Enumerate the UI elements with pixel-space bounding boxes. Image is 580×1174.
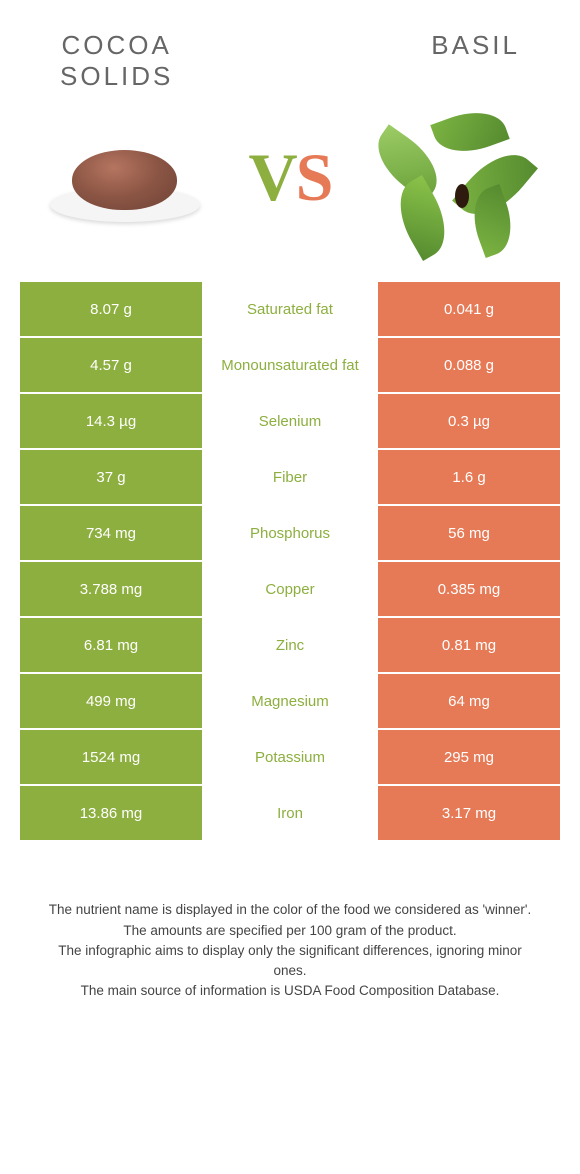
right-value-cell: 1.6 g <box>378 450 560 504</box>
table-row: 499 mgMagnesium64 mg <box>20 674 560 728</box>
nutrient-label-cell: Phosphorus <box>204 506 376 560</box>
left-value-cell: 734 mg <box>20 506 202 560</box>
basil-image <box>370 112 540 242</box>
right-value-cell: 0.81 mg <box>378 618 560 672</box>
footnote-line: The infographic aims to display only the… <box>40 941 540 982</box>
table-row: 4.57 gMonounsaturated fat0.088 g <box>20 338 560 392</box>
table-row: 14.3 µgSelenium0.3 µg <box>20 394 560 448</box>
nutrient-label-cell: Magnesium <box>204 674 376 728</box>
images-row: VS <box>20 102 560 282</box>
table-row: 1524 mgPotassium295 mg <box>20 730 560 784</box>
right-value-cell: 0.041 g <box>378 282 560 336</box>
left-value-cell: 13.86 mg <box>20 786 202 840</box>
left-value-cell: 3.788 mg <box>20 562 202 616</box>
comparison-table: 8.07 gSaturated fat0.041 g4.57 gMonounsa… <box>20 282 560 840</box>
nutrient-label-cell: Potassium <box>204 730 376 784</box>
footnote-line: The nutrient name is displayed in the co… <box>40 900 540 920</box>
right-value-cell: 295 mg <box>378 730 560 784</box>
table-row: 13.86 mgIron3.17 mg <box>20 786 560 840</box>
right-value-cell: 0.385 mg <box>378 562 560 616</box>
header-row: COCOA SOLIDS BASIL <box>20 0 560 102</box>
left-value-cell: 8.07 g <box>20 282 202 336</box>
cocoa-image <box>40 112 210 242</box>
left-value-cell: 1524 mg <box>20 730 202 784</box>
vs-v: V <box>249 139 296 215</box>
vs-s: S <box>296 139 332 215</box>
right-food-title: BASIL <box>431 30 520 61</box>
left-value-cell: 6.81 mg <box>20 618 202 672</box>
left-value-cell: 14.3 µg <box>20 394 202 448</box>
table-row: 37 gFiber1.6 g <box>20 450 560 504</box>
vs-label: VS <box>249 138 332 217</box>
footnote-line: The main source of information is USDA F… <box>40 981 540 1001</box>
nutrient-label-cell: Monounsaturated fat <box>204 338 376 392</box>
footnote-line: The amounts are specified per 100 gram o… <box>40 921 540 941</box>
table-row: 6.81 mgZinc0.81 mg <box>20 618 560 672</box>
left-value-cell: 37 g <box>20 450 202 504</box>
nutrient-label-cell: Copper <box>204 562 376 616</box>
nutrient-label-cell: Iron <box>204 786 376 840</box>
left-value-cell: 499 mg <box>20 674 202 728</box>
title-line: SOLIDS <box>60 61 173 91</box>
right-value-cell: 0.3 µg <box>378 394 560 448</box>
left-value-cell: 4.57 g <box>20 338 202 392</box>
table-row: 734 mgPhosphorus56 mg <box>20 506 560 560</box>
footnotes: The nutrient name is displayed in the co… <box>20 900 560 1031</box>
right-value-cell: 0.088 g <box>378 338 560 392</box>
nutrient-label-cell: Fiber <box>204 450 376 504</box>
nutrient-label-cell: Selenium <box>204 394 376 448</box>
table-row: 8.07 gSaturated fat0.041 g <box>20 282 560 336</box>
right-value-cell: 3.17 mg <box>378 786 560 840</box>
nutrient-label-cell: Saturated fat <box>204 282 376 336</box>
table-row: 3.788 mgCopper0.385 mg <box>20 562 560 616</box>
title-line: COCOA <box>62 30 172 60</box>
nutrient-label-cell: Zinc <box>204 618 376 672</box>
left-food-title: COCOA SOLIDS <box>60 30 173 92</box>
right-value-cell: 56 mg <box>378 506 560 560</box>
right-value-cell: 64 mg <box>378 674 560 728</box>
title-line: BASIL <box>431 30 520 60</box>
